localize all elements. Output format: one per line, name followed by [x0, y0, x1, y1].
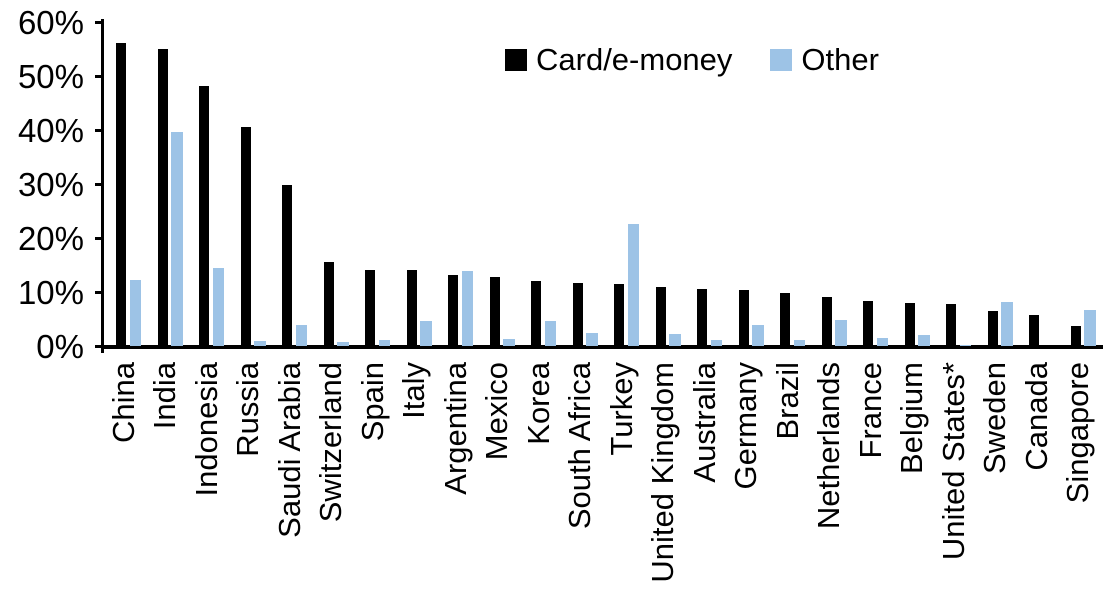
- y-axis-tick-label: 40%: [17, 111, 84, 149]
- x-axis-label-korea: Korea: [520, 362, 556, 445]
- y-axis-tick-label: 30%: [17, 165, 84, 203]
- y-axis-tick-label: 10%: [17, 273, 84, 311]
- bar-card-e-money-belgium: [904, 303, 915, 346]
- bar-card-e-money-sweden: [987, 311, 998, 346]
- bar-card-e-money-singapore: [1070, 326, 1081, 346]
- bar-other-germany: [752, 325, 764, 346]
- legend-item-other: Other: [770, 44, 879, 75]
- x-axis-label-sweden: Sweden: [977, 362, 1013, 475]
- bar-card-e-money-india: [157, 49, 168, 346]
- y-axis-tick-label: 20%: [17, 219, 84, 257]
- legend-label-other: Other: [801, 42, 879, 77]
- bar-card-e-money-italy: [406, 270, 417, 346]
- bar-other-south-africa: [586, 333, 598, 346]
- bar-card-e-money-netherlands: [821, 297, 832, 346]
- bar-other-spain: [378, 340, 390, 346]
- x-axis-label-belgium: Belgium: [894, 362, 930, 474]
- x-axis-label-germany: Germany: [728, 362, 764, 490]
- x-axis-label-brazil: Brazil: [769, 362, 805, 440]
- bar-card-e-money-indonesia: [199, 86, 209, 346]
- legend-label-card-e-money: Card/e-money: [536, 42, 733, 77]
- x-axis-label-spain: Spain: [354, 362, 390, 442]
- bar-other-belgium: [918, 335, 930, 346]
- bar-card-e-money-canada: [1029, 315, 1039, 346]
- y-axis-tick: [95, 344, 104, 348]
- bar-other-saudi-arabia: [295, 325, 307, 346]
- bar-card-e-money-turkey: [614, 284, 624, 346]
- x-axis-label-united-kingdom: United Kingdom: [645, 362, 681, 583]
- bar-card-e-money-brazil: [780, 293, 790, 346]
- bar-other-korea: [544, 321, 556, 346]
- x-axis-label-india: India: [147, 362, 183, 430]
- y-axis-line: [101, 19, 104, 353]
- y-axis-tick: [95, 74, 104, 78]
- bar-card-e-money-united-kingdom: [655, 287, 666, 346]
- bar-other-brazil: [793, 340, 805, 346]
- bar-card-e-money-argentina: [448, 275, 458, 346]
- bar-card-e-money-china: [116, 43, 126, 346]
- bar-other-turkey: [627, 224, 639, 346]
- x-axis-label-mexico: Mexico: [479, 362, 515, 461]
- bar-other-russia: [254, 341, 266, 346]
- bar-other-singapore: [1084, 310, 1096, 346]
- x-axis-label-australia: Australia: [686, 362, 722, 483]
- bar-other-sweden: [1001, 302, 1013, 346]
- x-axis-label-united-states: United States*: [935, 362, 971, 561]
- bar-card-e-money-germany: [738, 290, 749, 346]
- bar-other-china: [129, 280, 141, 346]
- legend-item-card-e-money: Card/e-money: [505, 44, 732, 75]
- y-axis-tick-label: 50%: [17, 57, 84, 95]
- x-axis-label-indonesia: Indonesia: [188, 362, 224, 497]
- x-axis-label-singapore: Singapore: [1060, 362, 1096, 504]
- bar-other-switzerland: [337, 342, 349, 346]
- y-axis-tick: [95, 20, 104, 24]
- bar-card-e-money-australia: [697, 289, 707, 346]
- bar-card-e-money-russia: [240, 127, 251, 346]
- bar-other-indonesia: [212, 268, 224, 346]
- bar-other-australia: [710, 340, 722, 346]
- bar-card-e-money-mexico: [489, 277, 500, 346]
- x-axis-label-italy: Italy: [396, 362, 432, 419]
- y-axis-tick: [95, 128, 104, 132]
- y-axis-tick: [95, 290, 104, 294]
- x-axis-label-south-africa: South Africa: [562, 362, 598, 530]
- bar-card-e-money-france: [863, 301, 873, 346]
- bar-other-india: [171, 132, 183, 346]
- bar-other-france: [876, 338, 888, 346]
- x-axis-label-saudi-arabia: Saudi Arabia: [271, 362, 307, 538]
- y-axis-tick-label: 60%: [17, 3, 84, 41]
- y-axis-tick: [95, 236, 104, 240]
- x-axis-label-netherlands: Netherlands: [811, 362, 847, 530]
- x-axis-label-switzerland: Switzerland: [313, 362, 349, 523]
- bar-other-italy: [420, 321, 432, 346]
- bar-other-mexico: [503, 339, 515, 346]
- x-axis-line: [101, 345, 1103, 349]
- bar-card-e-money-south-africa: [572, 283, 583, 346]
- legend: Card/e-money Other: [505, 44, 879, 75]
- x-axis-label-turkey: Turkey: [603, 362, 639, 456]
- legend-swatch-other: [770, 48, 793, 71]
- bar-other-netherlands: [835, 320, 847, 346]
- bar-card-e-money-korea: [531, 281, 541, 346]
- x-axis-label-argentina: Argentina: [437, 362, 473, 495]
- bar-other-united-kingdom: [669, 334, 681, 346]
- y-axis-tick-label: 0%: [36, 327, 84, 365]
- legend-swatch-card-e-money: [505, 48, 527, 71]
- bar-card-e-money-saudi-arabia: [282, 185, 292, 346]
- x-axis-label-russia: Russia: [230, 362, 266, 457]
- y-axis-tick: [95, 182, 104, 186]
- bar-card-e-money-switzerland: [323, 262, 334, 346]
- x-axis-label-china: China: [105, 362, 141, 443]
- bar-card-e-money-spain: [365, 270, 375, 346]
- bar-card-e-money-united-states: [946, 304, 956, 346]
- bar-other-united-states: [959, 345, 971, 346]
- x-axis-label-france: France: [852, 362, 888, 459]
- x-axis-label-canada: Canada: [1018, 362, 1054, 471]
- bar-other-argentina: [461, 271, 473, 346]
